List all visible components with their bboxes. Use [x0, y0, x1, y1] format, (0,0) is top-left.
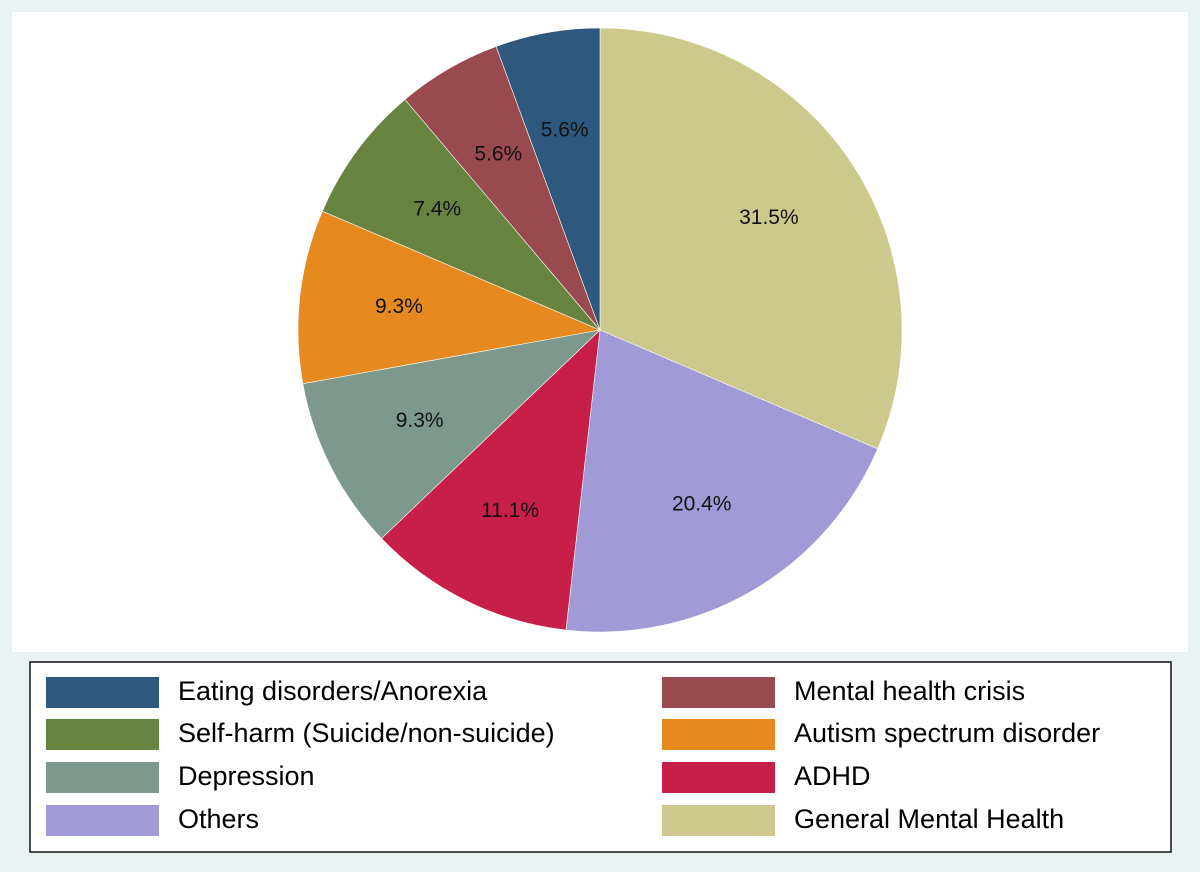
slice-label-adhd: 11.1%	[481, 499, 539, 522]
slice-label-mental-health-crisis: 5.6%	[474, 143, 522, 166]
pie-slice-self-harm-suicide-non-suicide	[321, 99, 601, 331]
slice-label-depression: 9.3%	[396, 409, 444, 432]
pie-slice-labels: 31.5% 20.4% 11.1% 9.3% 9.3% 7.4% 5.6% 5.6%	[375, 118, 799, 521]
legend-swatch-depression	[46, 762, 159, 793]
slice-label-eating-disorders-anorexia: 5.6%	[541, 118, 589, 141]
legend-label-self-harm-suicide-non-suicide: Self-harm (Suicide/non-suicide)	[178, 718, 555, 748]
pie-slice-adhd	[381, 329, 601, 631]
legend-swatch-mental-health-crisis	[662, 677, 775, 708]
pie-slice-depression	[302, 329, 601, 539]
slice-label-autism-spectrum-disorder: 9.3%	[375, 295, 423, 318]
pie-slice-others	[565, 329, 879, 633]
legend-swatch-autism-spectrum-disorder	[662, 719, 775, 750]
legend-label-autism-spectrum-disorder: Autism spectrum disorder	[794, 718, 1100, 748]
pie-slices	[297, 27, 903, 633]
legend-label-eating-disorders-anorexia: Eating disorders/Anorexia	[178, 676, 488, 706]
slice-label-others: 20.4%	[672, 492, 732, 515]
legend-swatch-self-harm-suicide-non-suicide	[46, 719, 159, 750]
legend-swatch-general-mental-health	[662, 805, 775, 836]
slice-label-self-harm-suicide-non-suicide: 7.4%	[413, 197, 461, 220]
legend-label-mental-health-crisis: Mental health crisis	[794, 676, 1025, 706]
slice-label-general-mental-health: 31.5%	[739, 206, 799, 229]
legend-label-adhd: ADHD	[794, 761, 871, 791]
legend-label-general-mental-health: General Mental Health	[794, 804, 1064, 834]
legend-swatch-adhd	[662, 762, 775, 793]
legend-swatch-eating-disorders-anorexia	[46, 677, 159, 708]
legend-swatch-others	[46, 805, 159, 836]
pie-slice-eating-disorders-anorexia	[495, 27, 601, 331]
pie-slice-general-mental-health	[599, 27, 903, 450]
legend-label-others: Others	[178, 804, 259, 834]
legend-box	[29, 661, 1172, 853]
legend: Eating disorders/Anorexia Mental health c…	[46, 676, 1100, 836]
pie-slice-autism-spectrum-disorder	[297, 210, 602, 385]
legend-label-depression: Depression	[178, 761, 315, 791]
